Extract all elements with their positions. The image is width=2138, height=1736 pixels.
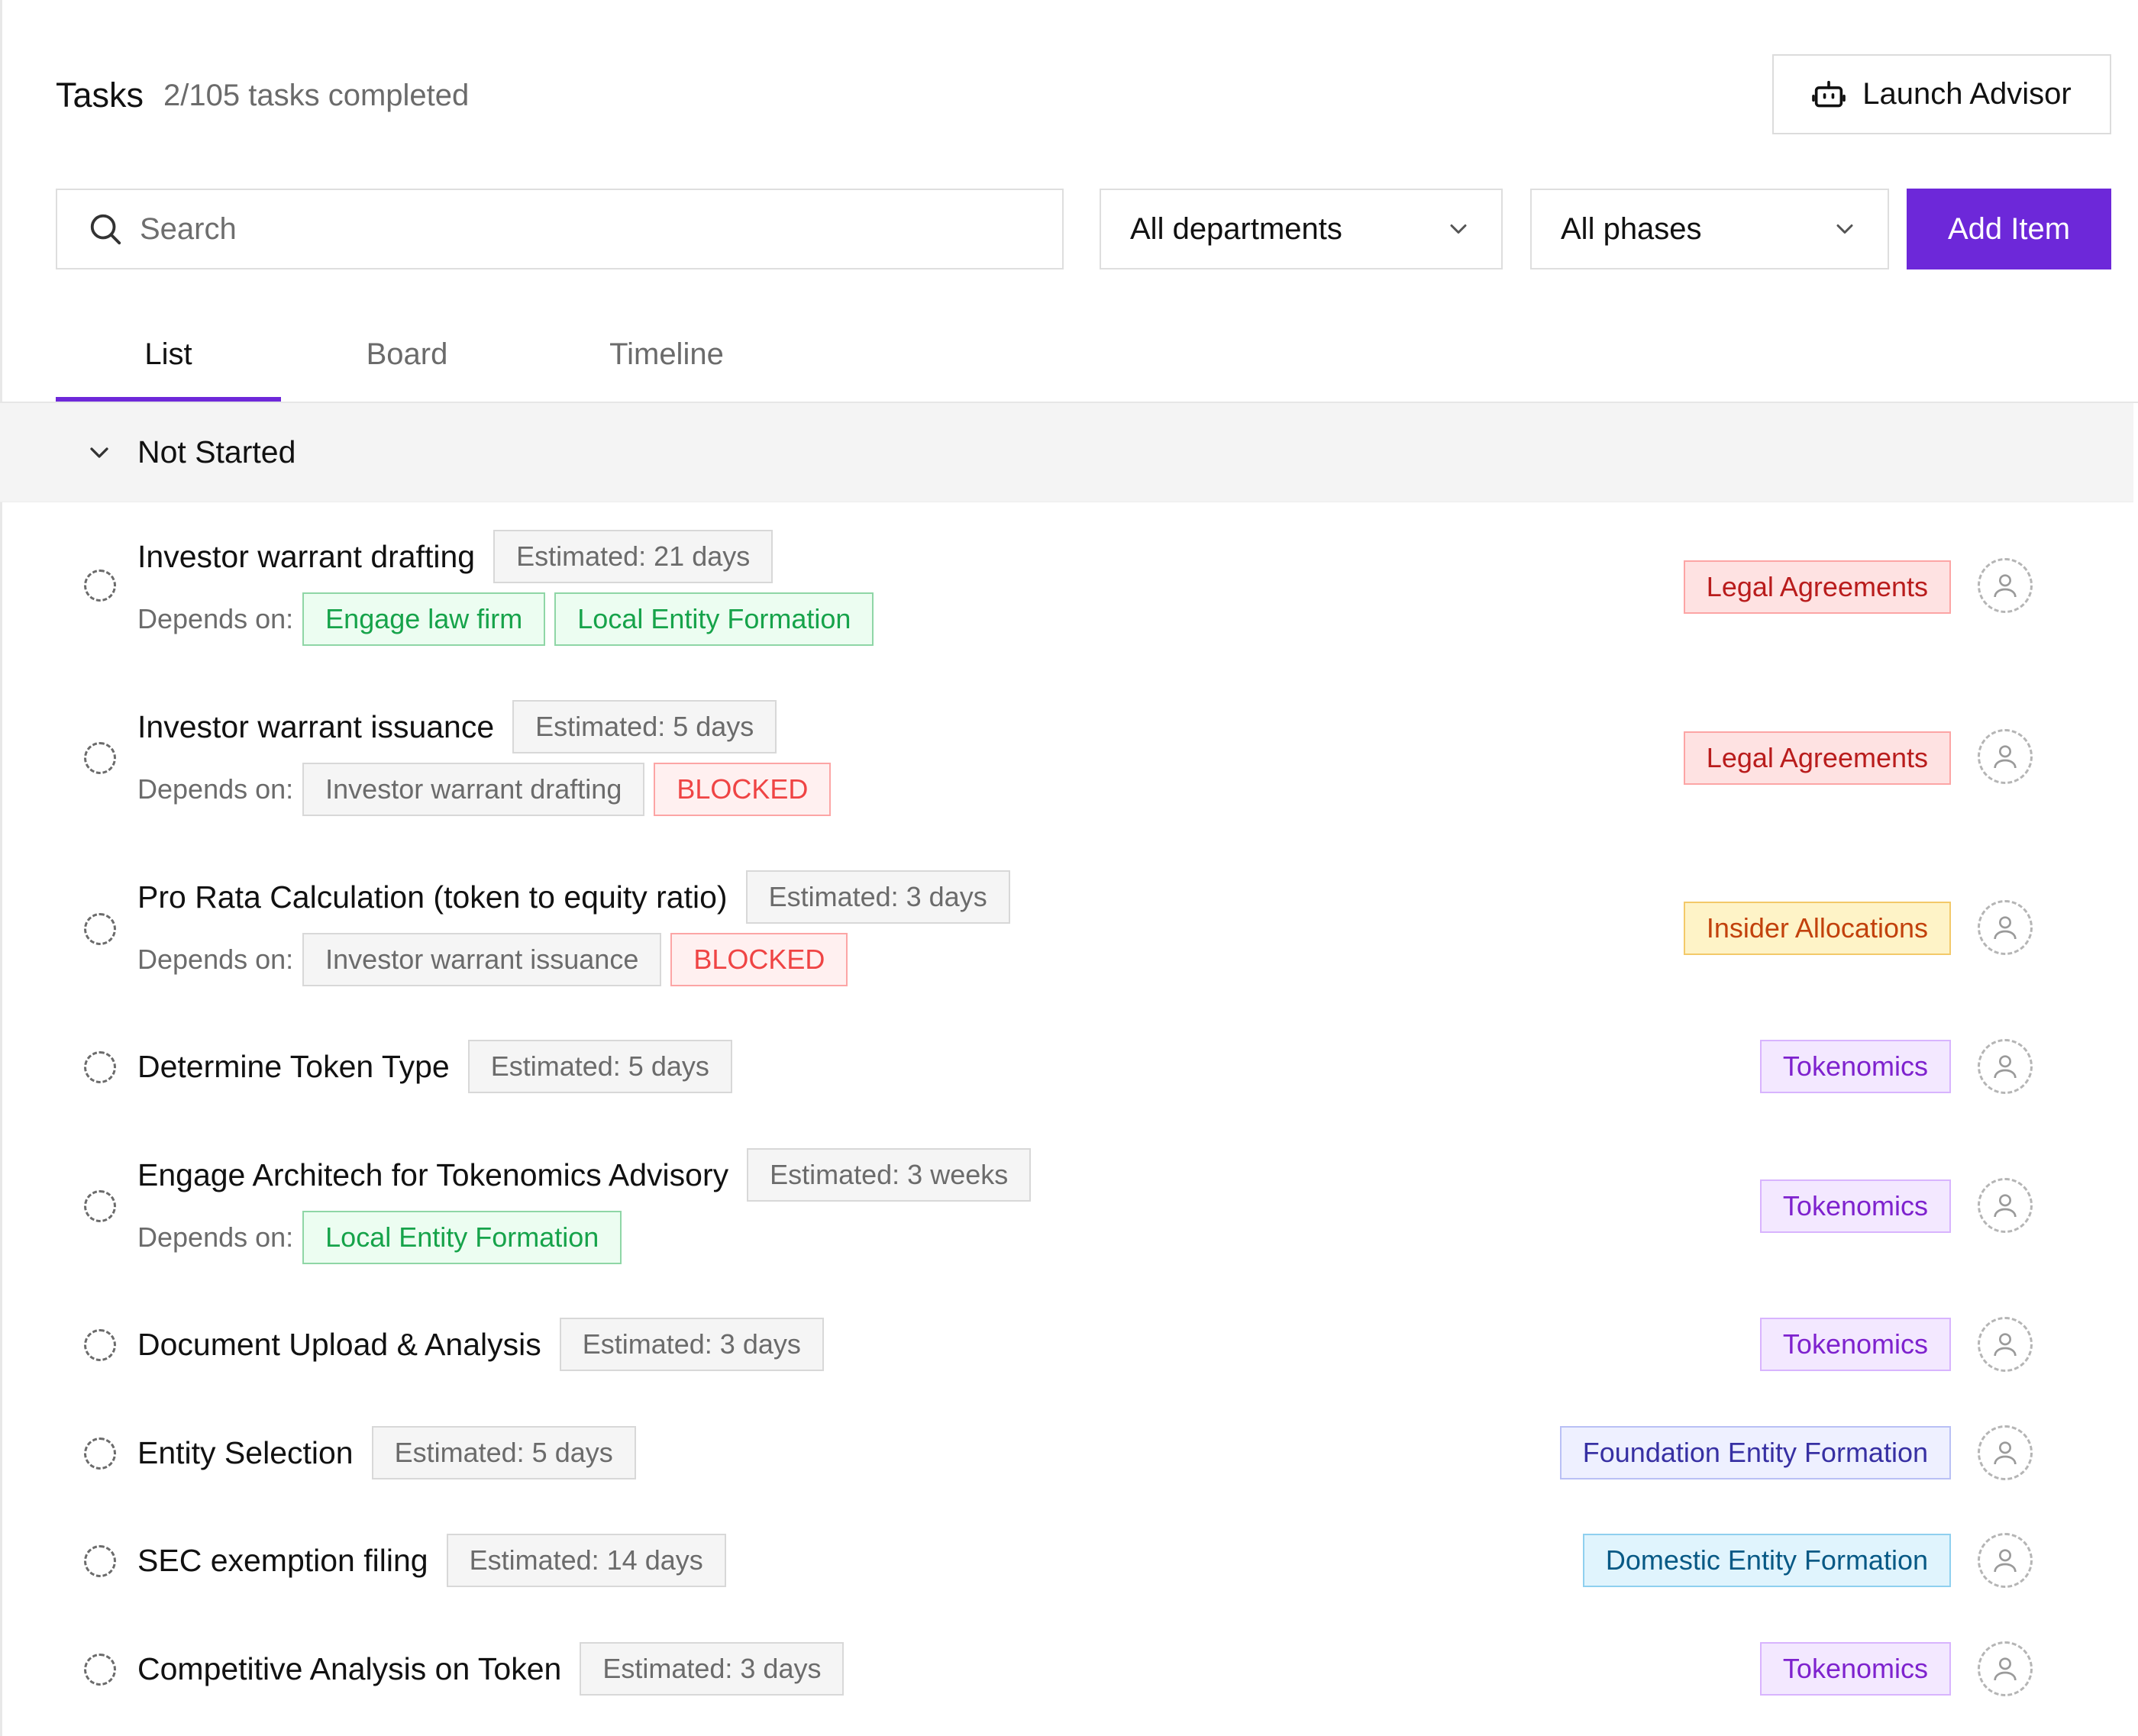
department-tag[interactable]: Domestic Entity Formation	[1582, 1534, 1951, 1587]
task-row: Investor warrant drafting Estimated: 21 …	[0, 502, 2138, 672]
group-title: Not Started	[137, 434, 296, 469]
assignee-avatar[interactable]	[1978, 1641, 2033, 1696]
depends-on-label: Depends on:	[137, 603, 294, 634]
user-icon	[1994, 1441, 2017, 1465]
search-icon	[90, 214, 121, 245]
tab-timeline[interactable]: Timeline	[609, 337, 724, 371]
status-circle-icon[interactable]	[84, 1438, 116, 1470]
user-icon	[1994, 1657, 2017, 1681]
dependency-chip[interactable]: Engage law firm	[302, 592, 546, 646]
depends-on-label: Depends on:	[137, 773, 294, 805]
launch-advisor-label: Launch Advisor	[1862, 77, 2072, 111]
estimate-badge: Estimated: 21 days	[493, 530, 773, 583]
page-left-border	[0, 0, 2, 1736]
user-icon	[1994, 1194, 2017, 1218]
task-title[interactable]: SEC exemption filing	[137, 1542, 428, 1578]
user-icon	[1994, 1333, 2017, 1357]
task-row: Entity Selection Estimated: 5 days Found…	[0, 1400, 2138, 1508]
department-tag[interactable]: Insider Allocations	[1683, 902, 1951, 955]
user-icon	[1994, 916, 2017, 940]
task-title[interactable]: Investor warrant issuance	[137, 708, 495, 744]
task-row: Competitive Analysis on Token Estimated:…	[0, 1616, 2138, 1725]
assignee-avatar[interactable]	[1978, 900, 2033, 955]
task-title[interactable]: Engage Architech for Tokenomics Advisory	[137, 1157, 729, 1192]
estimate-badge: Estimated: 3 days	[580, 1642, 845, 1696]
task-row: Engage Architech for Tokenomics Advisory…	[0, 1122, 2138, 1292]
estimate-badge: Estimated: 5 days	[371, 1426, 636, 1479]
estimate-badge: Estimated: 3 weeks	[747, 1148, 1032, 1202]
dependency-chip[interactable]: Local Entity Formation	[302, 1211, 622, 1264]
status-circle-icon[interactable]	[84, 570, 116, 602]
tasks-progress-text: 2/105 tasks completed	[163, 78, 470, 112]
depends-on-label: Depends on:	[137, 1221, 294, 1253]
launch-advisor-button[interactable]: Launch Advisor	[1772, 54, 2111, 134]
status-circle-icon[interactable]	[84, 1329, 116, 1361]
task-title[interactable]: Investor warrant drafting	[137, 538, 476, 574]
task-title[interactable]: Pro Rata Calculation (token to equity ra…	[137, 879, 728, 915]
user-icon	[1994, 1055, 2017, 1079]
user-icon	[1994, 1549, 2017, 1573]
dependency-chip[interactable]: Investor warrant drafting	[302, 763, 645, 816]
estimate-badge: Estimated: 5 days	[512, 700, 777, 753]
task-title[interactable]: Competitive Analysis on Token	[137, 1650, 562, 1686]
estimate-badge: Estimated: 5 days	[467, 1040, 732, 1093]
status-circle-icon[interactable]	[84, 1654, 116, 1686]
robot-icon	[1812, 80, 1846, 107]
group-header-not-started[interactable]: Not Started	[0, 403, 2133, 502]
department-select-value: All departments	[1130, 211, 1342, 246]
department-tag[interactable]: Foundation Entity Formation	[1559, 1426, 1951, 1479]
assignee-avatar[interactable]	[1978, 1317, 2033, 1372]
assignee-avatar[interactable]	[1978, 558, 2033, 613]
search-box[interactable]	[56, 189, 1064, 269]
tab-board[interactable]: Board	[366, 337, 448, 371]
department-tag[interactable]: Legal Agreements	[1683, 560, 1951, 614]
add-item-button[interactable]: Add Item	[1907, 189, 2111, 269]
task-row: Pro Rata Calculation (token to equity ra…	[0, 843, 2138, 1014]
phase-select[interactable]: All phases	[1530, 189, 1889, 269]
tabs-divider	[0, 402, 2138, 403]
page-header: Tasks 2/105 tasks completed	[56, 53, 469, 137]
chevron-down-icon	[90, 447, 108, 458]
assignee-avatar[interactable]	[1978, 1178, 2033, 1233]
task-title[interactable]: Determine Token Type	[137, 1048, 450, 1084]
user-icon	[1994, 745, 2017, 769]
chevron-down-icon	[1836, 224, 1853, 234]
department-tag[interactable]: Tokenomics	[1759, 1179, 1951, 1233]
task-row: Investor warrant issuance Estimated: 5 d…	[0, 672, 2138, 843]
assignee-avatar[interactable]	[1978, 1039, 2033, 1094]
status-circle-icon[interactable]	[84, 1190, 116, 1222]
department-tag[interactable]: Legal Agreements	[1683, 731, 1951, 785]
department-tag[interactable]: Tokenomics	[1759, 1642, 1951, 1696]
department-select[interactable]: All departments	[1100, 189, 1503, 269]
depends-on-label: Depends on:	[137, 944, 294, 975]
estimate-badge: Estimated: 3 days	[559, 1318, 824, 1371]
assignee-avatar[interactable]	[1978, 1425, 2033, 1480]
status-circle-icon[interactable]	[84, 1051, 116, 1083]
dependency-chip[interactable]: Investor warrant issuance	[302, 933, 662, 986]
department-tag[interactable]: Tokenomics	[1759, 1040, 1951, 1093]
phase-select-value: All phases	[1561, 211, 1702, 246]
task-row: Document Upload & Analysis Estimated: 3 …	[0, 1292, 2138, 1400]
status-circle-icon[interactable]	[84, 913, 116, 945]
task-title[interactable]: Document Upload & Analysis	[137, 1326, 541, 1362]
blocked-badge: BLOCKED	[654, 763, 832, 816]
user-icon	[1994, 574, 2017, 598]
assignee-avatar[interactable]	[1978, 729, 2033, 784]
estimate-badge: Estimated: 3 days	[745, 870, 1010, 924]
search-input[interactable]	[140, 211, 980, 247]
blocked-badge: BLOCKED	[670, 933, 848, 986]
status-circle-icon[interactable]	[84, 1545, 116, 1577]
task-title[interactable]: Entity Selection	[137, 1434, 354, 1470]
tab-list[interactable]: List	[56, 328, 281, 402]
department-tag[interactable]: Tokenomics	[1759, 1318, 1951, 1371]
estimate-badge: Estimated: 14 days	[446, 1534, 726, 1587]
assignee-avatar[interactable]	[1978, 1533, 2033, 1588]
status-circle-icon[interactable]	[84, 742, 116, 774]
task-row: Determine Token Type Estimated: 5 days T…	[0, 1014, 2138, 1122]
task-row: SEC exemption filing Estimated: 14 days …	[0, 1508, 2138, 1616]
dependency-chip[interactable]: Local Entity Formation	[554, 592, 874, 646]
view-tabs: List Board Timeline	[56, 328, 800, 402]
page-title: Tasks	[56, 76, 144, 115]
chevron-down-icon	[1450, 224, 1467, 234]
